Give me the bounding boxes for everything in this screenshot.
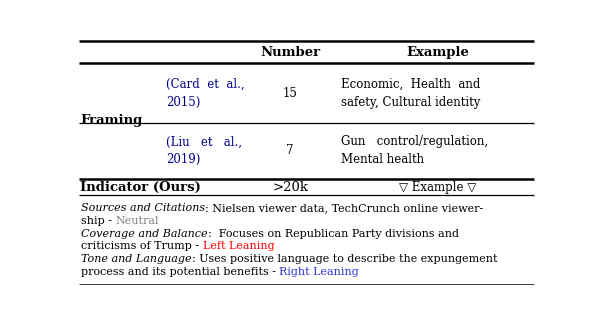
Text: ▽ Example ▽: ▽ Example ▽: [399, 180, 476, 194]
Text: Gun   control/regulation,
Mental health: Gun control/regulation, Mental health: [341, 135, 489, 166]
Text: Sources and Citations: Sources and Citations: [81, 203, 205, 213]
Text: Coverage and Balance: Coverage and Balance: [81, 228, 208, 239]
Text: Framing: Framing: [80, 114, 142, 127]
Text: >20k: >20k: [272, 180, 308, 194]
Text: 15: 15: [283, 87, 298, 100]
Text: Tone and Language: Tone and Language: [81, 254, 191, 264]
Text: Number: Number: [260, 46, 321, 59]
Text: (Liu   et   al.,
2019): (Liu et al., 2019): [166, 135, 242, 166]
Text: criticisms of Trump -: criticisms of Trump -: [81, 241, 203, 251]
Text: Left Leaning: Left Leaning: [203, 241, 274, 251]
Text: ship -: ship -: [81, 216, 115, 226]
Text: : Uses positive language to describe the expungement: : Uses positive language to describe the…: [191, 254, 497, 264]
Text: 7: 7: [286, 144, 294, 157]
Text: Economic,  Health  and
safety, Cultural identity: Economic, Health and safety, Cultural id…: [341, 77, 481, 108]
Text: Right Leaning: Right Leaning: [279, 267, 359, 277]
Text: : Nielsen viewer data, TechCrunch online viewer-: : Nielsen viewer data, TechCrunch online…: [205, 203, 483, 213]
Text: process and its potential benefits -: process and its potential benefits -: [81, 267, 279, 277]
Text: :  Focuses on Republican Party divisions and: : Focuses on Republican Party divisions …: [208, 228, 459, 239]
Text: (Card  et  al.,
2015): (Card et al., 2015): [166, 77, 245, 108]
Text: Example: Example: [406, 46, 469, 59]
Text: Neutral: Neutral: [115, 216, 159, 226]
Text: Indicator (Ours): Indicator (Ours): [80, 180, 201, 194]
